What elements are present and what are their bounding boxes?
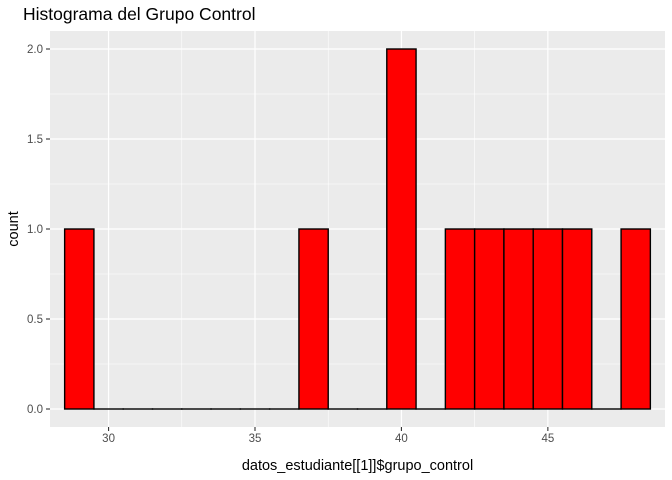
histogram-bar bbox=[503, 228, 534, 410]
x-axis-title: datos_estudiante[[1]]$grupo_control bbox=[242, 458, 473, 474]
histogram-bar bbox=[386, 48, 417, 410]
y-tick-label: 0.0 bbox=[27, 404, 43, 416]
x-tick-label: 30 bbox=[102, 433, 115, 445]
histogram-bar bbox=[473, 228, 505, 410]
y-tick-label: 1.5 bbox=[27, 134, 43, 146]
histogram-bar bbox=[298, 228, 329, 410]
chart-title: Histograma del Grupo Control bbox=[23, 4, 256, 24]
histogram-bar bbox=[561, 228, 593, 410]
y-tick-label: 2.0 bbox=[27, 44, 43, 56]
x-tick-label: 45 bbox=[541, 433, 554, 445]
y-tick-label: 1.0 bbox=[27, 224, 43, 236]
histogram-bar bbox=[532, 228, 564, 410]
histogram-bar bbox=[63, 228, 95, 410]
y-tick-label: 0.5 bbox=[27, 314, 43, 326]
histogram-bar bbox=[620, 228, 652, 410]
x-tick-label: 40 bbox=[395, 433, 408, 445]
histogram-bar bbox=[444, 228, 476, 410]
y-axis-title: count bbox=[6, 211, 22, 246]
x-tick-label: 35 bbox=[249, 433, 262, 445]
